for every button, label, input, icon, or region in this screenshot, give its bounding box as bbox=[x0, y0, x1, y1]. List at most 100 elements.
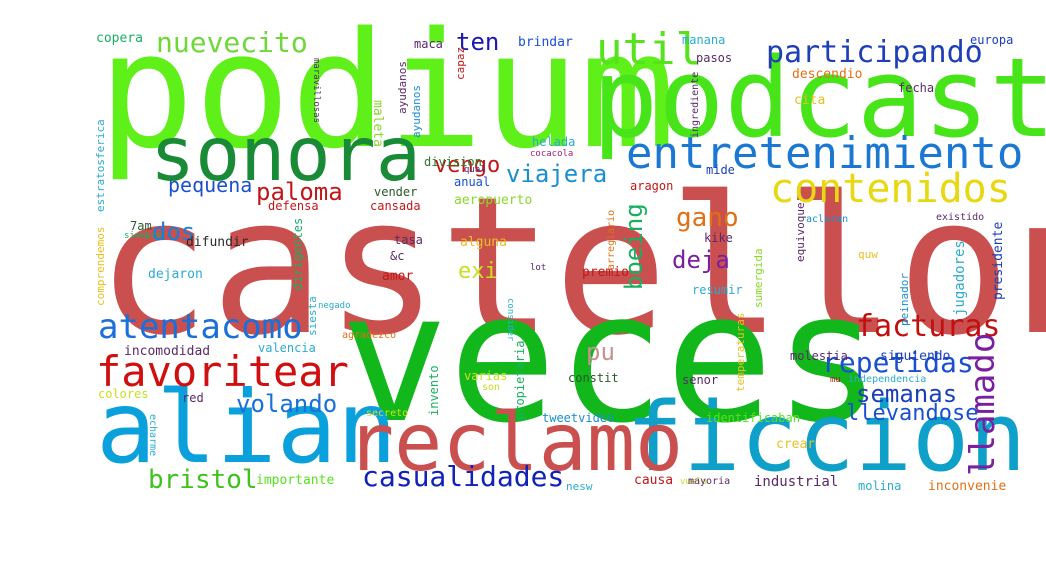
word: gano bbox=[676, 203, 739, 233]
word: ingrediente bbox=[690, 72, 701, 138]
word: alian bbox=[96, 369, 397, 486]
word: maleta bbox=[370, 100, 385, 147]
word: estratosferica bbox=[94, 119, 107, 212]
word: equivoque bbox=[794, 202, 807, 262]
word: difundir bbox=[186, 235, 249, 250]
word: paloma bbox=[256, 178, 343, 206]
word: util bbox=[596, 24, 702, 75]
word: volando bbox=[236, 390, 337, 418]
word: secreto bbox=[366, 408, 408, 419]
word: dos bbox=[152, 218, 195, 246]
word: pu bbox=[586, 338, 615, 366]
word: constit bbox=[568, 371, 619, 385]
word: molestia bbox=[790, 349, 848, 363]
word: importante bbox=[256, 473, 334, 488]
word: nuevecito bbox=[156, 26, 308, 59]
word: varias bbox=[464, 369, 507, 383]
word: invento bbox=[427, 365, 441, 416]
word: son bbox=[482, 382, 500, 393]
word: capaz bbox=[454, 47, 467, 80]
word: nesw bbox=[566, 480, 593, 493]
word: kike bbox=[704, 231, 733, 245]
word: premio bbox=[582, 265, 629, 280]
word: independencia bbox=[848, 374, 926, 385]
word: reclamo bbox=[346, 396, 683, 489]
word: echarme bbox=[147, 414, 158, 456]
word: bristol bbox=[148, 465, 258, 495]
word: tweetvideo bbox=[542, 411, 614, 425]
word: crear bbox=[776, 437, 815, 452]
word: mu bbox=[830, 375, 841, 385]
word: descendio bbox=[792, 67, 862, 82]
word: ten bbox=[456, 28, 499, 56]
word: senor bbox=[682, 373, 718, 387]
word: facturas bbox=[856, 309, 1001, 344]
word: &c bbox=[390, 249, 404, 263]
word: atentacomo bbox=[98, 307, 303, 347]
word: podcast bbox=[592, 34, 1046, 162]
word: quw bbox=[858, 248, 878, 261]
word: existido bbox=[936, 212, 984, 223]
word: siesta bbox=[306, 296, 319, 336]
word: ayudanos bbox=[410, 85, 423, 138]
word: incomodidad bbox=[124, 344, 210, 359]
word: castellon bbox=[96, 156, 1046, 377]
word: causa bbox=[634, 473, 673, 488]
word: copera bbox=[96, 31, 143, 46]
word: maravillosas bbox=[311, 58, 321, 123]
word: casualidades bbox=[362, 460, 564, 493]
word: exi bbox=[458, 259, 498, 284]
word: aragon bbox=[630, 179, 673, 193]
word: europa bbox=[970, 33, 1013, 47]
word: mide bbox=[706, 163, 735, 177]
word: participando bbox=[766, 35, 983, 70]
word: vengo bbox=[434, 153, 500, 178]
word: valencia bbox=[258, 341, 316, 355]
word: cita bbox=[794, 93, 825, 108]
word: aeropuerto bbox=[454, 193, 532, 208]
word: boeing bbox=[620, 203, 648, 290]
word: vuelo bbox=[680, 477, 707, 487]
word: comprendemos bbox=[94, 227, 107, 306]
word: negado bbox=[318, 301, 351, 311]
word: favoritear bbox=[96, 347, 349, 396]
word: ayudanos bbox=[396, 61, 409, 114]
word: sumergida bbox=[752, 248, 765, 308]
word: presidente bbox=[991, 222, 1006, 300]
word: defensa bbox=[268, 199, 319, 213]
word: maca bbox=[414, 37, 443, 51]
word: contenidos bbox=[770, 166, 1011, 212]
word: 7am bbox=[130, 219, 152, 233]
word: pasos bbox=[696, 51, 732, 65]
word: pequena bbox=[168, 173, 252, 197]
word: dejaron bbox=[148, 267, 203, 282]
word: cocacola bbox=[530, 149, 573, 159]
word: veces bbox=[340, 254, 882, 463]
word: sonora bbox=[150, 110, 421, 198]
word: qual bbox=[464, 165, 486, 175]
word: llevandose bbox=[846, 401, 978, 426]
word: anual bbox=[454, 175, 490, 189]
word: aclaran bbox=[806, 214, 848, 225]
word: dirigentes bbox=[291, 218, 305, 290]
word: industrial bbox=[754, 474, 838, 490]
word: helada bbox=[532, 135, 575, 149]
word: propietaria bbox=[513, 341, 527, 420]
word: mayoria bbox=[688, 476, 730, 487]
word: cansada bbox=[370, 199, 421, 213]
word: podium bbox=[98, 0, 676, 184]
word: ficcion bbox=[626, 383, 1026, 493]
word: amor bbox=[382, 269, 413, 284]
word: repetidas bbox=[822, 346, 974, 379]
word: resumir bbox=[692, 283, 743, 297]
word: molina bbox=[858, 479, 901, 493]
word: deja bbox=[672, 246, 730, 274]
word: manana bbox=[682, 33, 725, 47]
word: peinador bbox=[898, 273, 911, 326]
word: colores bbox=[98, 387, 149, 401]
word: identificaban bbox=[706, 411, 800, 425]
word: lot bbox=[530, 263, 546, 273]
word: brindar bbox=[518, 35, 573, 50]
word: semanas bbox=[856, 380, 957, 408]
